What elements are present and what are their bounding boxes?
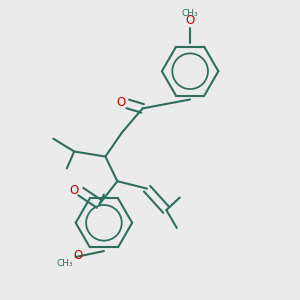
Text: O: O <box>74 249 83 262</box>
Text: O: O <box>185 14 195 27</box>
Text: CH₃: CH₃ <box>182 9 198 18</box>
Text: O: O <box>116 96 126 109</box>
Text: O: O <box>70 184 79 196</box>
Text: CH₃: CH₃ <box>56 259 73 268</box>
